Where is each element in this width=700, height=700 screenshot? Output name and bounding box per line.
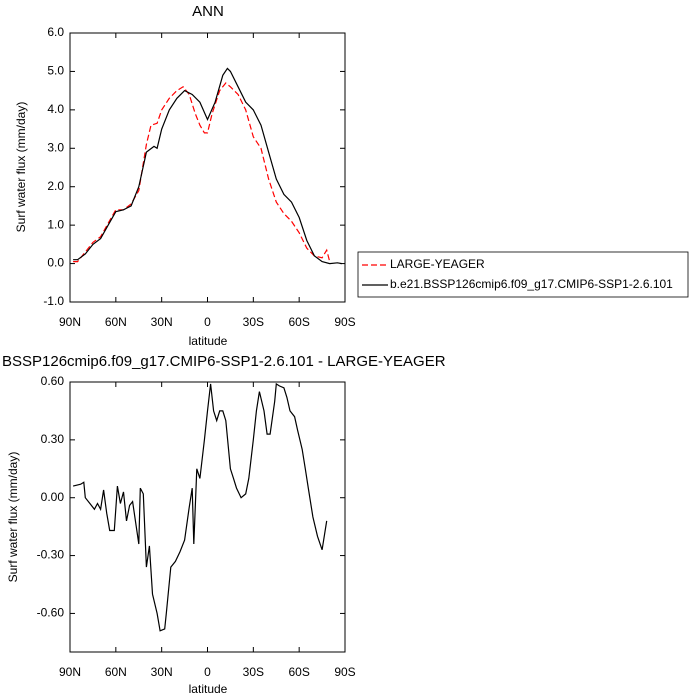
y-axis-label: Surf water flux (mm/day) [6,452,20,583]
x-axis-label: latitude [189,334,228,348]
y-axis-label: Surf water flux (mm/day) [14,102,28,233]
x-tick-label: 30N [151,315,173,329]
chart-title: BSSP126cmip6.f09_g17.CMIP6-SSP1-2.6.101 … [2,353,446,370]
x-tick-label: 30N [151,665,173,679]
series-line [73,67,343,265]
y-tick-label: -1.0 [43,294,64,308]
x-tick-label: 30S [243,315,264,329]
plot-frame [69,381,346,653]
x-tick-label: 60N [105,315,127,329]
x-tick-label: 0 [204,315,211,329]
y-tick-label: -0.30 [37,548,65,562]
y-tick-label: 5.0 [47,64,64,78]
series-line [72,382,328,632]
y-tick-label: 0.00 [41,490,65,504]
x-tick-label: 30S [243,665,264,679]
x-tick-label: 0 [204,665,211,679]
y-tick-label: 0.0 [47,256,64,270]
y-tick-label: 1.0 [47,217,64,231]
y-tick-label: -0.60 [37,606,65,620]
x-tick-label: 90S [334,665,355,679]
legend-box [357,251,689,298]
x-tick-label: 90S [334,315,355,329]
y-tick-label: 0.30 [41,432,65,446]
x-tick-label: 90N [59,665,81,679]
y-tick-label: 6.0 [47,25,64,39]
plot-frame [69,32,346,303]
y-tick-label: 4.0 [47,102,64,116]
x-axis-label: latitude [189,682,228,696]
x-tick-label: 60S [288,665,309,679]
chart-title: ANN [192,3,224,20]
y-tick-label: 2.0 [47,179,64,193]
legend-label: LARGE-YEAGER [390,257,485,271]
series-line [73,82,331,263]
y-tick-label: 3.0 [47,140,64,154]
x-tick-label: 60N [105,665,127,679]
y-tick-label: 0.60 [41,374,65,388]
x-tick-label: 60S [288,315,309,329]
x-tick-label: 90N [59,315,81,329]
legend-label: b.e21.BSSP126cmip6.f09_g17.CMIP6-SSP1-2.… [390,277,673,291]
